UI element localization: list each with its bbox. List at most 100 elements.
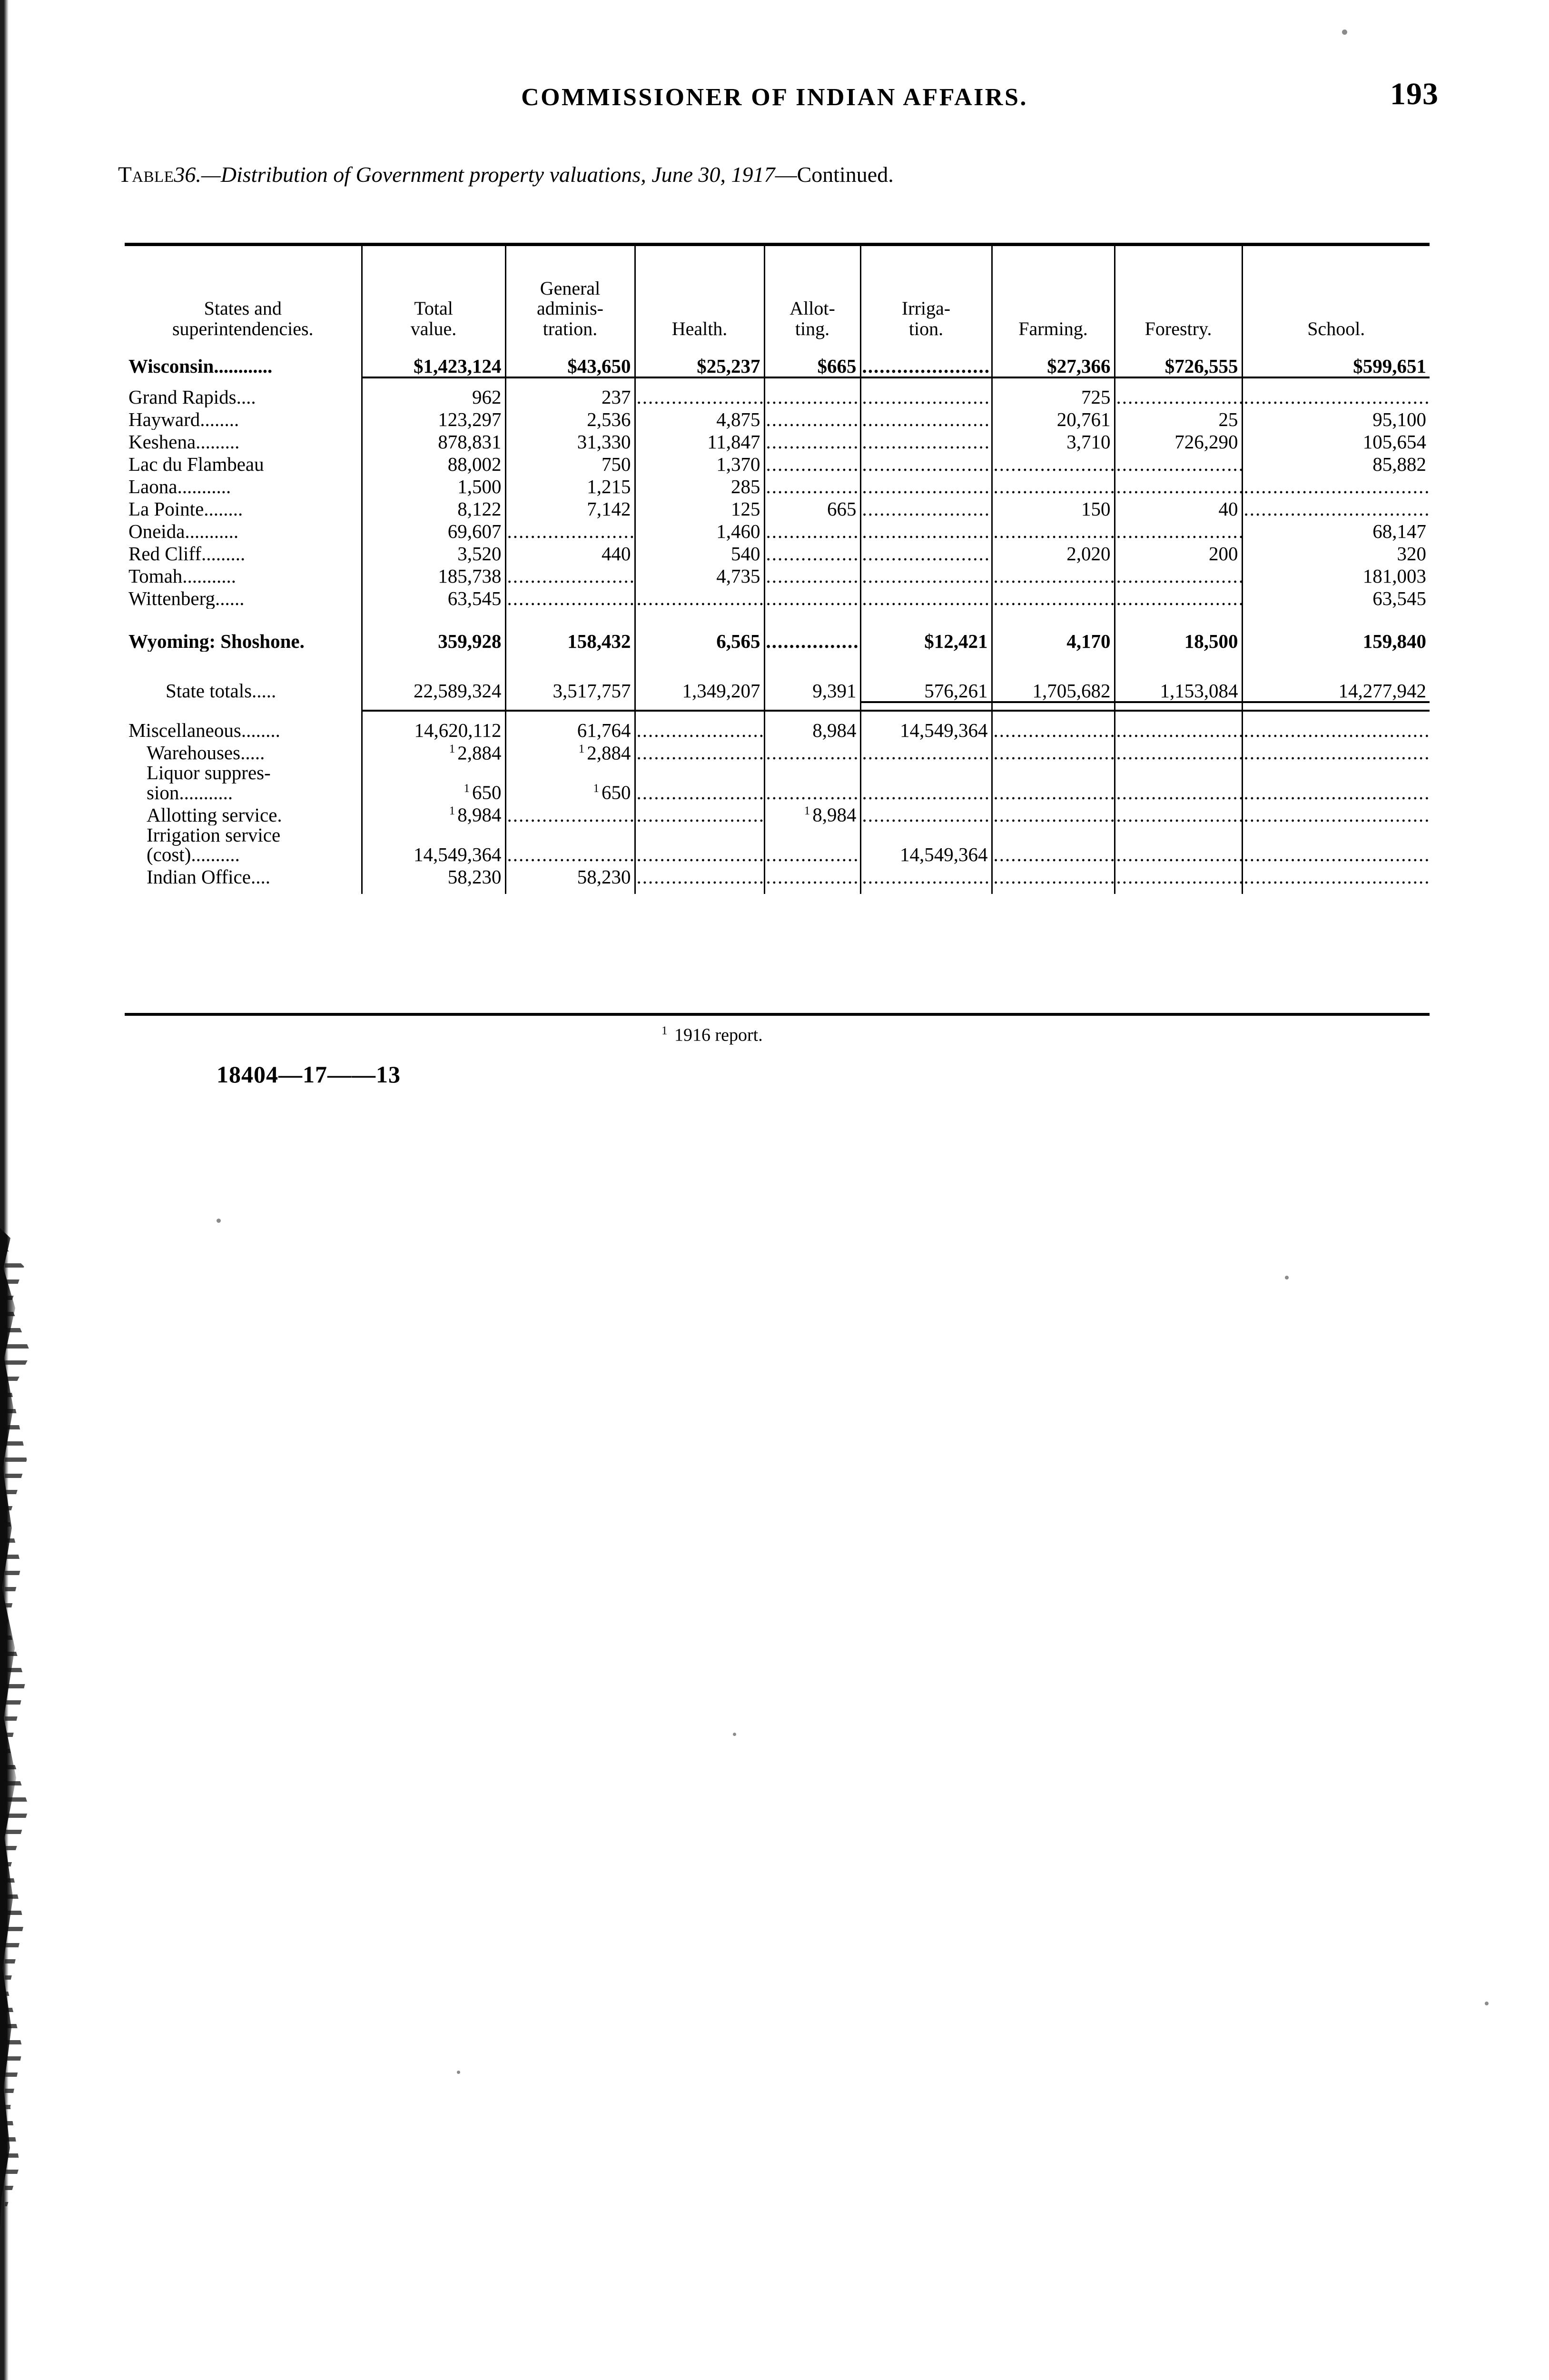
scan-speck xyxy=(217,1219,221,1223)
cell-empty: ..................................... xyxy=(859,452,992,475)
cell-value: 158,432 xyxy=(504,621,635,652)
row-label-line: Miscellaneous........ xyxy=(128,719,280,741)
footnote-ref: 1 xyxy=(449,742,455,755)
cell-empty: ..................................... xyxy=(991,763,1115,803)
cell-empty: ..................................... xyxy=(1114,475,1242,497)
row-label: Wyoming: Shoshone. xyxy=(125,621,362,652)
cell-value: 200 xyxy=(1114,542,1242,564)
spacer-cell xyxy=(1114,339,1242,346)
cell-empty: ..................................... xyxy=(991,452,1115,475)
cell-empty: ..................................... xyxy=(763,865,860,888)
cell-empty: ..................................... xyxy=(1114,825,1242,865)
cell-empty: ..................................... xyxy=(859,430,992,452)
cell-value: 25 xyxy=(1114,407,1242,430)
cell-empty: ..................................... xyxy=(859,803,992,825)
cell-value: $665 xyxy=(763,346,860,377)
cell-empty: ..................................... xyxy=(1241,865,1430,888)
spacer-cell xyxy=(1114,702,1242,710)
spacer-cell xyxy=(763,377,860,385)
row-label-line: Lac du Flambeau xyxy=(128,453,264,475)
cell-empty: ..................................... xyxy=(763,430,860,452)
footnote-ref: 1 xyxy=(578,742,585,755)
row-label: Tomah........... xyxy=(125,564,362,586)
cell-empty: ..................................... xyxy=(634,586,764,609)
cell-value: $726,555 xyxy=(1114,346,1242,377)
cell-empty: ..................................... xyxy=(504,803,635,825)
cell-value: $43,650 xyxy=(504,346,635,377)
spacer-cell xyxy=(991,339,1115,346)
property-valuation-table: States and superintendencies. Total valu… xyxy=(125,243,1430,894)
cell-value: 14,549,364 xyxy=(361,825,505,865)
cell-empty: ..................................... xyxy=(763,621,860,652)
cell-empty: ..................................... xyxy=(634,803,764,825)
page-number: 193 xyxy=(1390,77,1439,111)
spacer-cell xyxy=(504,652,635,664)
cell-value: 159,840 xyxy=(1241,621,1430,652)
cell-value: 1,500 xyxy=(361,475,505,497)
cell-empty: ..................................... xyxy=(991,803,1115,825)
row-label-line: Liquor suppres- xyxy=(147,763,271,783)
cell-value: 31,330 xyxy=(504,430,635,452)
table-row: Allotting service. 1 8,984................… xyxy=(125,803,1430,825)
cell-empty: ..................................... xyxy=(991,564,1115,586)
footnote-ref: 1 xyxy=(464,782,470,795)
row-label: Allotting service. xyxy=(125,803,362,825)
cell-value: 22,589,324 xyxy=(361,664,505,701)
spacer-cell xyxy=(763,339,860,346)
cell-value: 1 650 xyxy=(504,763,635,803)
table-row: Red Cliff......... 3,520 440 540...........… xyxy=(125,542,1430,564)
cell-empty: ..................................... xyxy=(504,586,635,609)
cell-empty: ..................................... xyxy=(634,865,764,888)
table-row: Indian Office.... 58,230 58,230...........… xyxy=(125,865,1430,888)
spacer-cell xyxy=(504,609,635,621)
cell-value: $12,421 xyxy=(859,621,992,652)
col-header-school: School. xyxy=(1241,243,1430,339)
row-spacer xyxy=(125,609,1430,621)
cell-empty: ..................................... xyxy=(859,763,992,803)
cell-empty: ..................................... xyxy=(634,825,764,865)
spacer-cell xyxy=(991,702,1115,710)
row-label: Liquor suppres-sion........... xyxy=(125,763,362,803)
spacer-cell xyxy=(991,609,1115,621)
cell-value: 237 xyxy=(504,385,635,407)
cell-value: 181,003 xyxy=(1241,564,1430,586)
row-label: Lac du Flambeau xyxy=(125,452,362,475)
row-label: Oneida........... xyxy=(125,519,362,542)
footnote-ref: 1 xyxy=(449,804,455,818)
table-row: Wittenberg...... 63,545..................… xyxy=(125,586,1430,609)
cell-empty: ..................................... xyxy=(991,865,1115,888)
table-row: Grand Rapids.... 962 237..................… xyxy=(125,385,1430,407)
rule-seg xyxy=(763,701,860,702)
row-label-line: Allotting service. xyxy=(147,803,282,825)
cell-value: 14,549,364 xyxy=(859,718,992,741)
row-spacer xyxy=(125,377,1430,385)
spacer-cell xyxy=(125,339,362,346)
spacer-cell xyxy=(634,339,764,346)
cell-value: 95,100 xyxy=(1241,407,1430,430)
table-row: Wisconsin............ $1,423,124 $43,650 $2… xyxy=(125,346,1430,377)
spacer-cell xyxy=(634,702,764,710)
cell-value: 8,122 xyxy=(361,497,505,519)
cell-value: 1,153,084 xyxy=(1114,664,1242,701)
cell-empty: ..................................... xyxy=(1114,803,1242,825)
spacer-cell xyxy=(1241,887,1430,894)
row-label-line: Keshena......... xyxy=(128,431,240,452)
spacer-cell xyxy=(125,702,362,710)
rule-seg xyxy=(634,701,764,702)
cell-value: 878,831 xyxy=(361,430,505,452)
row-label-line: Grand Rapids.... xyxy=(128,386,256,407)
col-header-farming: Farming. xyxy=(991,243,1115,339)
row-label: Red Cliff......... xyxy=(125,542,362,564)
table-bottom-rule xyxy=(125,1013,1430,1016)
cell-empty: ..................................... xyxy=(1114,763,1242,803)
spacer-cell xyxy=(1241,702,1430,710)
row-label-line: Wisconsin............ xyxy=(128,355,273,377)
spacer-cell xyxy=(859,652,992,664)
cell-value: 1 2,884 xyxy=(361,741,505,763)
table-row: La Pointe........ 8,122 7,142 125 665.......… xyxy=(125,497,1430,519)
spacer-cell xyxy=(504,339,635,346)
cell-empty: ..................................... xyxy=(1241,475,1430,497)
row-label: Warehouses..... xyxy=(125,741,362,763)
spacer-cell xyxy=(125,609,362,621)
cell-value: $1,423,124 xyxy=(361,346,505,377)
